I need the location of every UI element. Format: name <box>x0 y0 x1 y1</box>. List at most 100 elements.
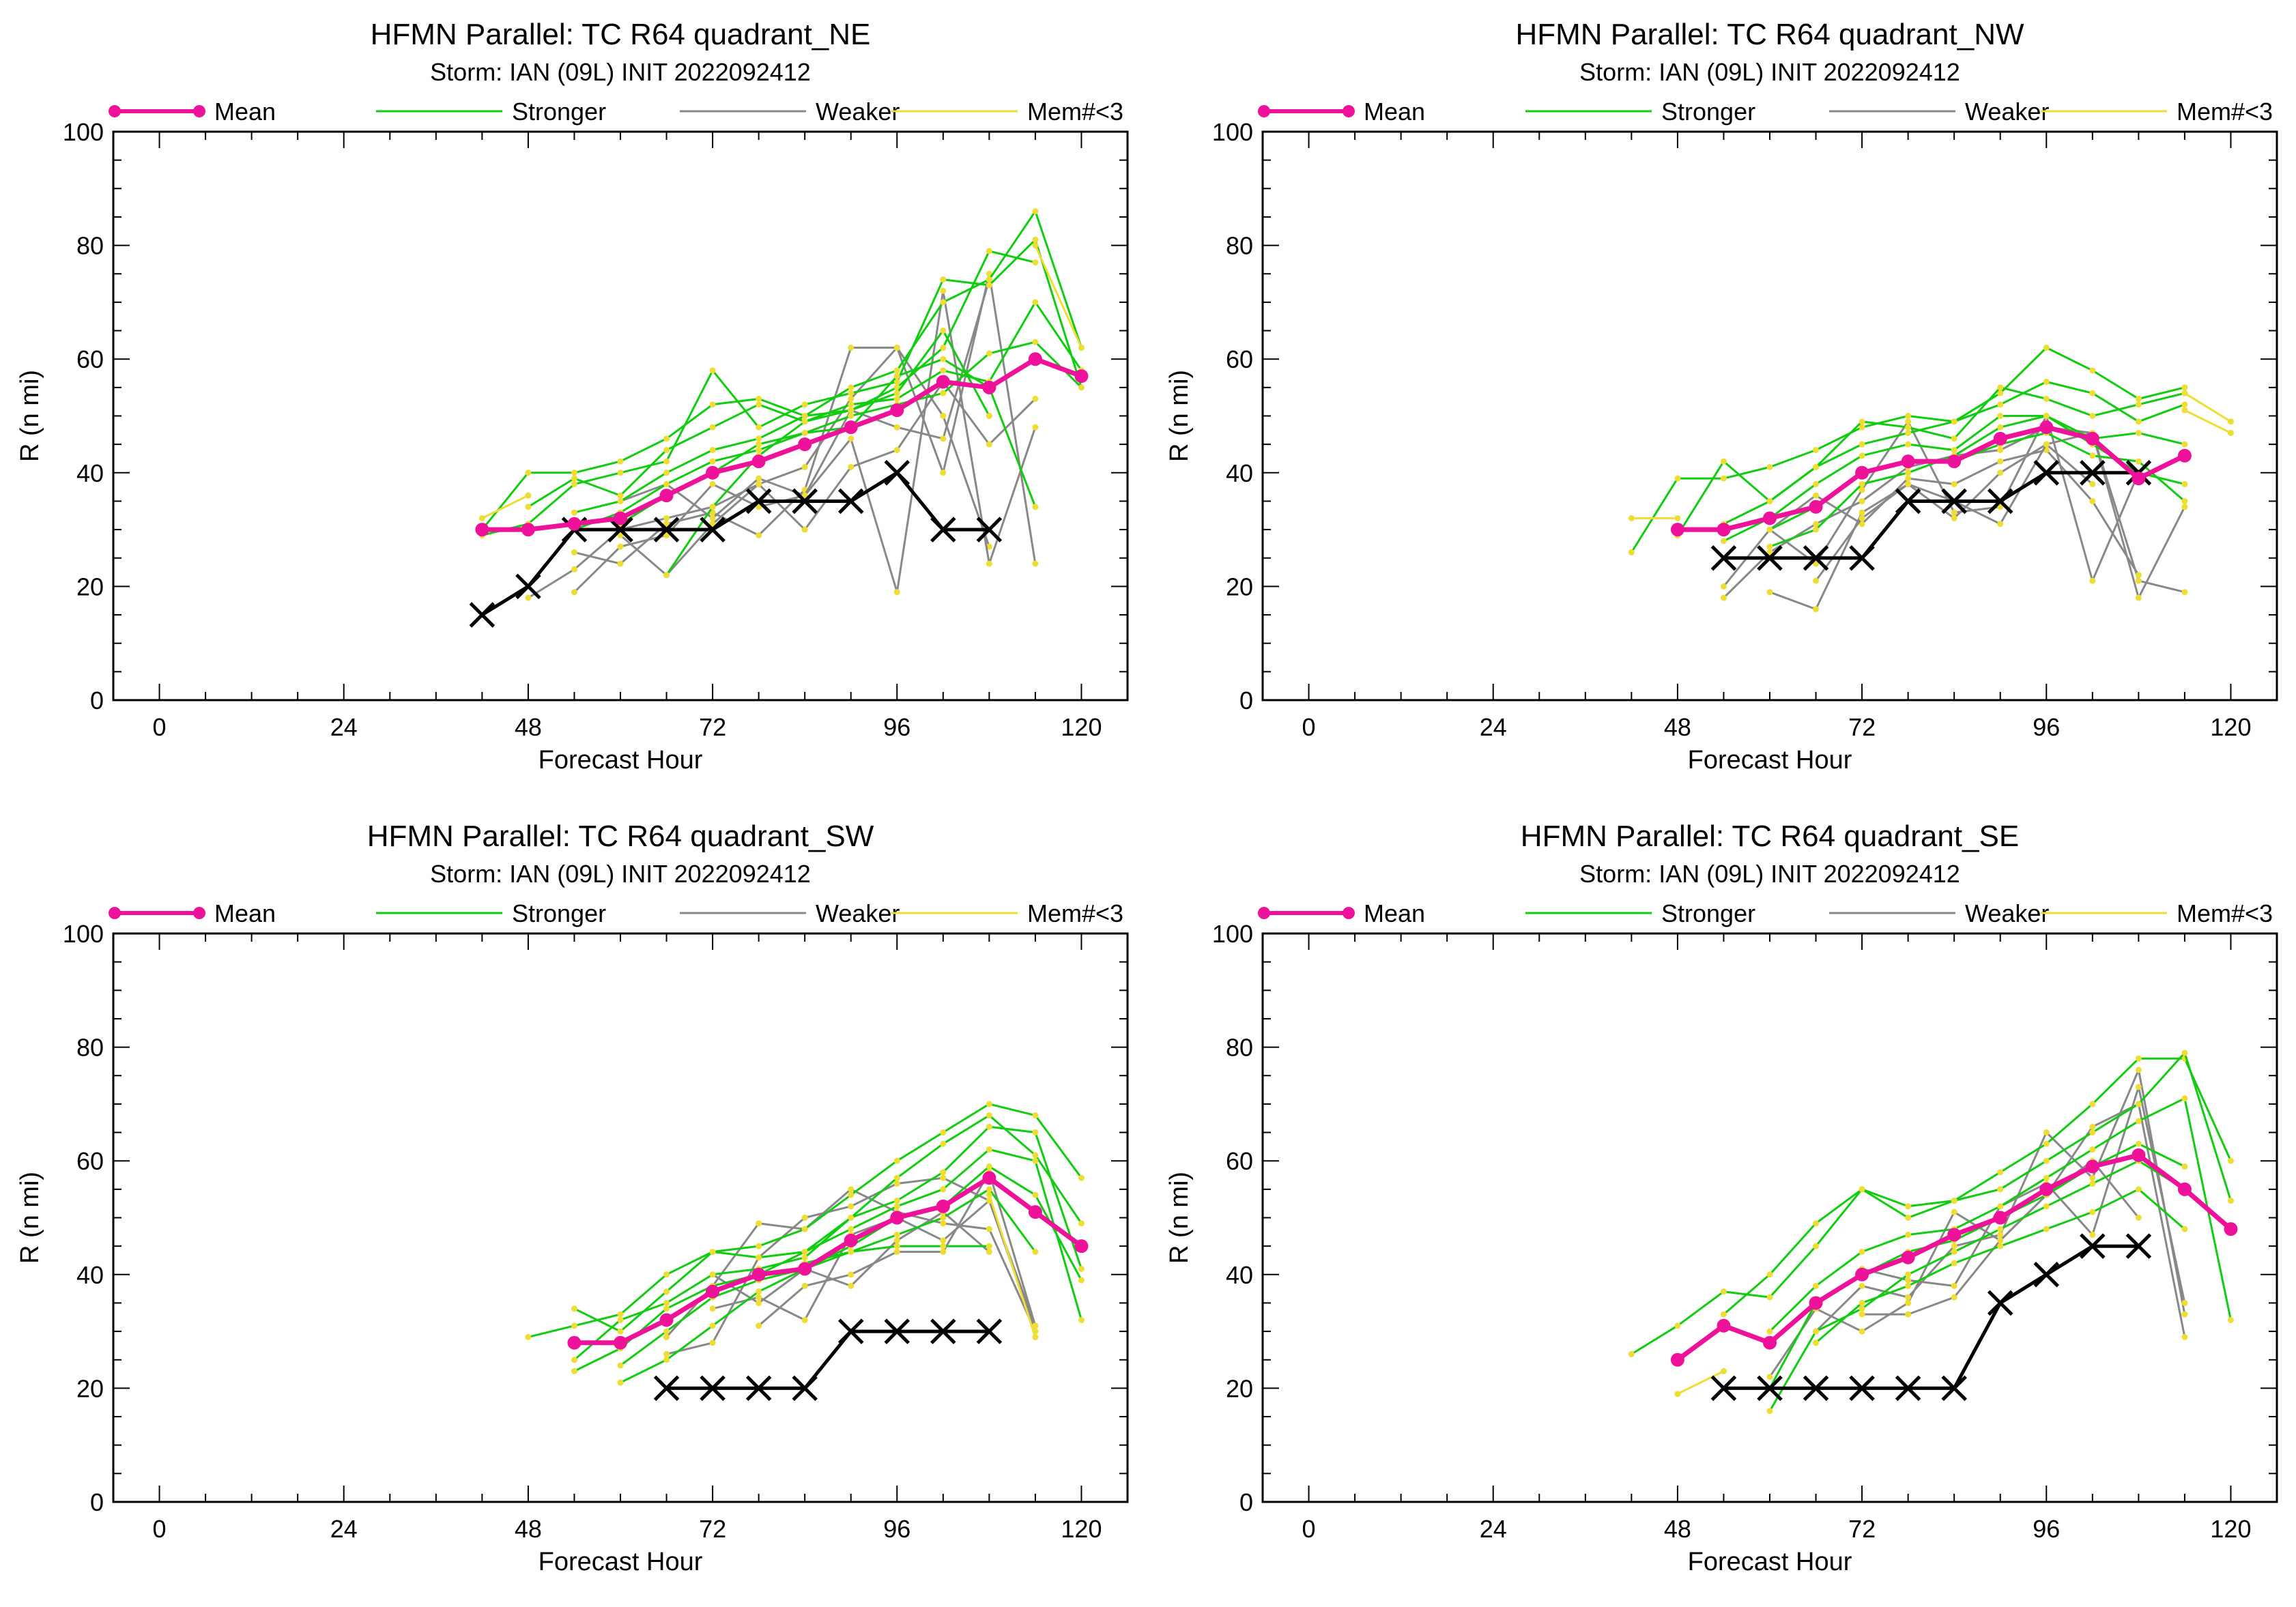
weaker-series-5-point <box>1905 480 1912 487</box>
weaker-series-4-point <box>1951 480 1957 487</box>
stronger-series-2-point <box>1859 418 1865 425</box>
stronger-series-5-point <box>756 1288 762 1295</box>
stronger-series-3-point <box>1997 1203 2004 1210</box>
stronger-series-2-point <box>1032 236 1039 243</box>
stronger-series-4-point <box>940 345 947 351</box>
stronger-series-2 <box>571 1112 1085 1335</box>
y-tick-label: 60 <box>1226 345 1253 373</box>
weaker-series-1-point <box>940 1174 947 1181</box>
mean-point <box>706 465 720 480</box>
stronger-series-4-point <box>986 248 992 255</box>
stronger-series-6-point <box>617 1362 624 1369</box>
stronger-series-3-point <box>617 1316 624 1323</box>
x-tick-label: 0 <box>1302 1515 1316 1543</box>
stronger-series-4-point <box>709 446 716 453</box>
weaker-series-2-point <box>2089 1174 2096 1181</box>
weaker-series-1-point <box>1766 549 1773 555</box>
x-tick-label: 96 <box>2033 713 2060 741</box>
best-track-marker <box>837 1318 864 1344</box>
y-tick-label: 80 <box>1226 232 1253 260</box>
legend-label-weaker: Weaker <box>816 899 900 927</box>
few-members-series-1-point <box>478 515 485 521</box>
stronger-series-5-point <box>1766 1408 1773 1415</box>
stronger-series-3-point <box>1905 429 1912 436</box>
mean-point <box>1901 1250 1915 1264</box>
chart-title: HFMN Parallel: TC R64 quadrant_SE <box>1521 820 2019 853</box>
best-track <box>1710 460 2152 571</box>
weaker-series-1-point <box>1720 594 1727 601</box>
stronger-series-1-point <box>1628 1350 1635 1357</box>
weaker-series-1-point <box>986 543 992 550</box>
stronger-series-4-line <box>1768 1142 2185 1389</box>
weaker-series-2-point <box>1859 487 1865 493</box>
weaker-series-3-point <box>2135 1084 2142 1090</box>
stronger-series-1-point <box>1859 424 1865 431</box>
chart-subtitle: Storm: IAN (09L) INIT 2022092412 <box>430 860 811 888</box>
stronger-series-3-point <box>2043 379 2050 386</box>
y-tick-label: 100 <box>1212 118 1253 146</box>
weaker-series-3-point <box>709 509 716 516</box>
weaker-series-5-point <box>2043 441 2050 448</box>
stronger-series-2-point <box>2043 396 2050 403</box>
legend-item-few: Mem#<3 <box>2041 98 2273 126</box>
best-track-marker <box>1941 1375 1967 1402</box>
legend-item-few: Mem#<3 <box>891 899 1123 927</box>
mean-point <box>614 1335 627 1350</box>
stronger-series-5-line <box>1768 1159 2185 1412</box>
weaker-series-1-point <box>801 463 808 470</box>
stronger-series-5-point <box>1813 1328 1820 1335</box>
weaker-series-4-point <box>986 1248 992 1255</box>
x-tick-label: 0 <box>153 1515 167 1543</box>
legend-item-stronger: Stronger <box>1525 98 1755 126</box>
y-tick-label: 0 <box>1239 686 1253 714</box>
weaker-series-1-point <box>848 396 855 403</box>
stronger-series-5-point <box>1032 1191 1039 1198</box>
stronger-series-4-point <box>986 1146 992 1153</box>
weaker-series-1-point <box>1905 1299 1912 1306</box>
stronger-series-1-point <box>709 401 716 408</box>
mean-point <box>614 511 627 525</box>
y-tick-label: 60 <box>76 1147 104 1175</box>
stronger-series-1-point <box>940 299 947 306</box>
stronger-series-6-point <box>1951 1260 1957 1266</box>
mean-point <box>1855 465 1869 480</box>
best-track-marker <box>2033 460 2060 486</box>
stronger-series-1-point <box>756 1243 762 1249</box>
legend-item-weaker: Weaker <box>1829 899 2049 927</box>
x-tick-label: 48 <box>515 1515 542 1543</box>
stronger-series-1-point <box>1032 208 1039 215</box>
stronger-series-2-point <box>617 1328 624 1335</box>
stronger-series-1-point <box>801 1226 808 1232</box>
stronger-series-1-point <box>1078 1174 1085 1181</box>
mean-point <box>2039 1182 2054 1196</box>
stronger-series-3-point <box>2135 418 2142 425</box>
stronger-series-3-point <box>2089 1146 2096 1153</box>
weaker-series-4-point <box>1032 396 1039 403</box>
weaker-series-4-point <box>2135 572 2142 579</box>
stronger-series-5-point <box>709 458 716 465</box>
stronger-series-3-point <box>2181 401 2188 408</box>
stronger-series-6-point <box>1859 1299 1865 1306</box>
stronger-series-4-point <box>2135 1140 2142 1147</box>
legend-label-weaker: Weaker <box>816 98 900 126</box>
best-track-marker <box>745 1375 772 1402</box>
legend-label-weaker: Weaker <box>1965 899 2049 927</box>
stronger-series-6-point <box>801 429 808 436</box>
stronger-series-3-point <box>940 1169 947 1176</box>
y-tick-label: 100 <box>63 118 104 146</box>
x-tick-label: 48 <box>515 713 542 741</box>
legend-item-mean: Mean <box>1258 899 1425 927</box>
stronger-series-4-line <box>1723 415 2185 542</box>
best-track-marker <box>1803 1375 1829 1402</box>
best-track-marker <box>837 488 864 515</box>
mean-line <box>1677 424 2186 532</box>
stronger-series-6-point <box>986 1186 992 1193</box>
chart-title: HFMN Parallel: TC R64 quadrant_NE <box>371 18 871 51</box>
weaker-series-2-point <box>1997 504 2004 510</box>
stronger-series-1 <box>1628 1055 2234 1357</box>
stronger-series-5-point <box>1859 1305 1865 1312</box>
stronger-series-5-point <box>1078 1277 1085 1284</box>
stronger-series-2-point <box>940 276 947 283</box>
stronger-series-2-point <box>1905 1215 1912 1221</box>
stronger-series-1-point <box>2043 345 2050 351</box>
